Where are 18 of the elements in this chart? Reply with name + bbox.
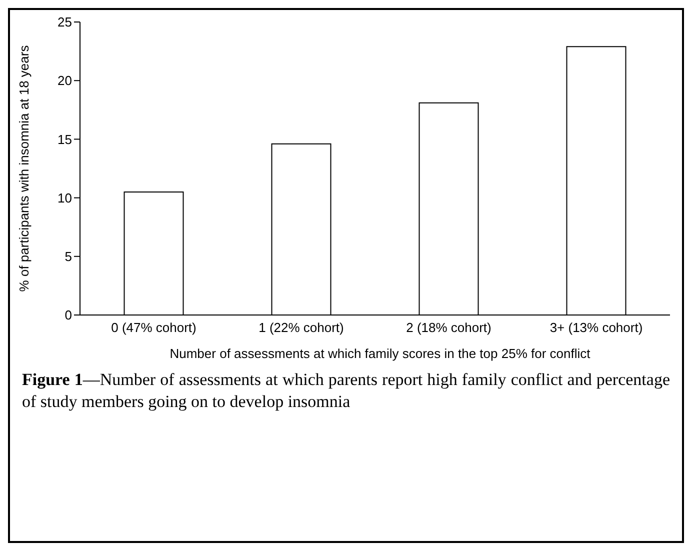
y-tick-label: 5	[64, 249, 72, 264]
y-tick-label: 20	[58, 73, 72, 88]
y-tick-label: 0	[64, 308, 72, 323]
y-axis-title: % of participants with insomnia at 18 years	[16, 44, 32, 292]
figure-border: 0 (47% cohort) 1 (22% cohort) 2 (18% cohort) 3+ (13% cohort) 0 5 10 15 20 25 % of participants with insomnia at 18 years Number of assessments at which family scores in the top 25% for conflict Figure 1—Number of assessments at which parents report high family conflict and percentage of study members going on to develop insomnia	[8, 8, 684, 543]
bar	[271, 143, 332, 315]
x-tick-label: 3+ (13% cohort)	[550, 320, 643, 336]
bar	[124, 191, 184, 315]
y-tick-label: 10	[58, 190, 72, 206]
y-tick-label: 25	[58, 14, 72, 30]
caption: Figure 1—Number of assessments at which parents report high family conflict and percentage of study members going on to develop insomnia	[22, 369, 670, 413]
x-axis-title: Number of assessments at which family scores in the top 25% for conflict	[168, 345, 592, 363]
bar	[566, 46, 626, 315]
x-tick-label: 1 (22% cohort)	[258, 320, 344, 336]
bar	[418, 102, 479, 315]
x-tick-label: 2 (18% cohort)	[406, 320, 492, 336]
x-tick-label: 0 (47% cohort)	[111, 320, 196, 336]
y-tick-label: 15	[58, 132, 72, 147]
